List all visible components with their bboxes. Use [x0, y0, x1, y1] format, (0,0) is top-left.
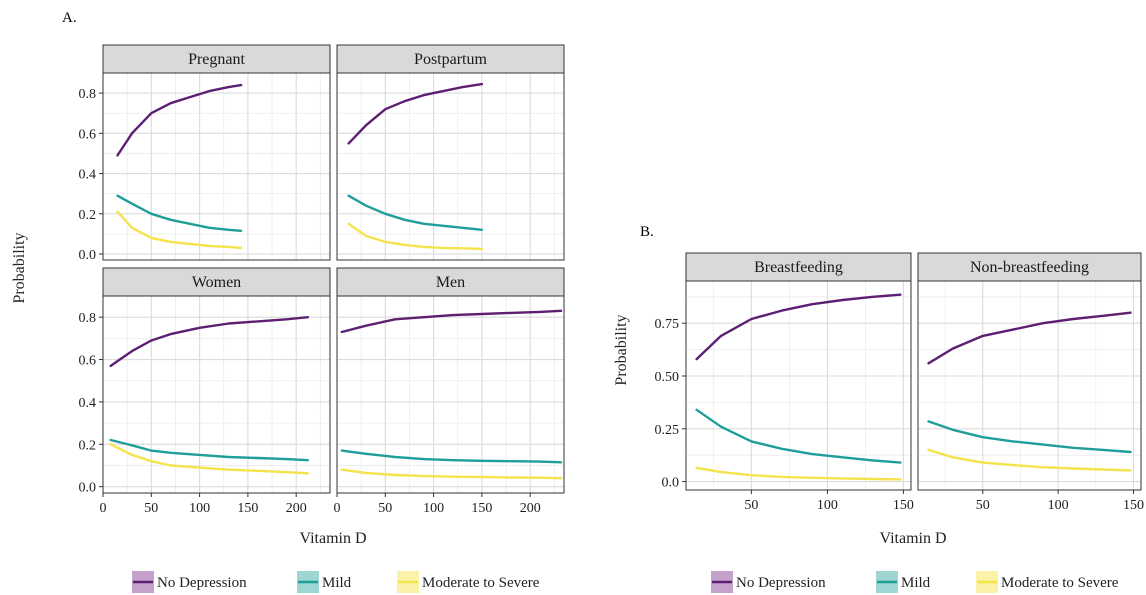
y-tick-label: 0.6 — [79, 354, 97, 369]
facet-breastfeeding: Breastfeeding 0.0 0.25 0.50 0.75 50 100 150 — [655, 252, 914, 513]
panel-border — [336, 72, 565, 261]
y-tick-label: 0.8 — [79, 311, 97, 326]
x-tick-label: 200 — [520, 501, 541, 516]
series-line-no-depression — [116, 83, 243, 157]
series-line-mild — [116, 194, 243, 232]
series-line-no-depression — [927, 311, 1132, 365]
legend-a: No Depression Mild Moderate to Severe — [132, 571, 540, 593]
panel-border — [917, 280, 1142, 491]
x-tick-label: 50 — [378, 501, 392, 516]
y-tick-label: 0.4 — [79, 168, 97, 183]
facet-non-breastfeeding: Non-breastfeeding 50 100 150 — [917, 252, 1144, 513]
legend-label: Moderate to Severe — [1001, 575, 1119, 591]
series-line-moderate-to-severe — [695, 466, 902, 481]
y-axis-title: Probability — [11, 232, 28, 303]
y-tick-label: 0.25 — [655, 423, 680, 438]
legend-label: No Depression — [157, 575, 247, 591]
x-tick-label: 150 — [1123, 498, 1144, 513]
panel-border — [102, 295, 331, 494]
facet-postpartum: Postpartum — [336, 44, 565, 261]
facet-strip — [336, 267, 565, 297]
panel-b-label: B. — [640, 224, 654, 240]
x-axis-title: Vitamin D — [879, 530, 946, 547]
series-line-mild — [695, 408, 902, 464]
legends: No Depression Mild Moderate to Severe No De… — [132, 571, 1119, 593]
legend-label: No Depression — [736, 575, 826, 591]
x-tick-label: 50 — [744, 498, 758, 513]
plot-area: Pregnant 0.0 0.2 0.4 0.6 0.8 Postpartum Women 0.… — [11, 44, 1144, 547]
legend-item-mild: Mild — [876, 571, 931, 593]
y-tick-label: 0.6 — [79, 127, 97, 142]
facet-women: Women 0.0 0.2 0.4 0.6 0.8 0 50 100 150 200 — [79, 267, 331, 516]
legend-b: No Depression Mild Moderate to Severe — [711, 571, 1119, 593]
x-tick-label: 100 — [1048, 498, 1069, 513]
x-tick-label: 200 — [286, 501, 307, 516]
x-tick-label: 100 — [817, 498, 838, 513]
legend-item-mild: Mild — [297, 571, 352, 593]
facet-strip — [336, 44, 565, 74]
y-tick-label: 0.0 — [662, 476, 680, 491]
x-tick-label: 100 — [189, 501, 210, 516]
y-tick-label: 0.2 — [79, 438, 97, 453]
x-tick-label: 50 — [144, 501, 158, 516]
series-line-moderate-to-severe — [116, 210, 243, 250]
series-line-mild — [340, 449, 563, 464]
x-tick-label: 100 — [423, 501, 444, 516]
legend-label: Mild — [901, 575, 931, 591]
facet-strip-label: Men — [436, 274, 465, 291]
panel-background — [686, 281, 911, 490]
panel-border — [102, 72, 331, 261]
x-tick-label: 50 — [976, 498, 990, 513]
y-axis-title: Probability — [613, 314, 630, 385]
x-tick-label: 0 — [100, 501, 107, 516]
facet-strip — [102, 267, 331, 297]
panel-border — [336, 295, 565, 494]
y-tick-label: 0.8 — [79, 87, 97, 102]
facet-strip-label: Breastfeeding — [754, 259, 843, 276]
series-line-no-depression — [109, 316, 309, 368]
panel-a-label: A. — [62, 10, 77, 26]
facet-men: Men 0 50 100 150 200 — [334, 267, 565, 516]
panel-background — [337, 73, 564, 260]
y-tick-label: 0.75 — [655, 317, 680, 332]
facet-strip — [917, 252, 1142, 282]
y-tick-label: 0.4 — [79, 396, 97, 411]
legend-item-moderate-to-severe: Moderate to Severe — [976, 571, 1119, 593]
series-line-mild — [927, 420, 1132, 454]
series-line-moderate-to-severe — [340, 468, 563, 480]
legend-item-no-depression: No Depression — [132, 571, 247, 593]
y-tick-label: 0.50 — [655, 370, 680, 385]
facet-strip-label: Postpartum — [414, 51, 487, 68]
facet-strip — [102, 44, 331, 74]
facet-pregnant: Pregnant 0.0 0.2 0.4 0.6 0.8 — [79, 44, 331, 263]
y-tick-label: 0.0 — [79, 481, 97, 496]
chart-a: Pregnant 0.0 0.2 0.4 0.6 0.8 Postpartum Women 0.… — [11, 44, 565, 547]
series-line-no-depression — [340, 309, 563, 334]
panel-border — [685, 280, 912, 491]
series-line-moderate-to-severe — [927, 448, 1132, 472]
legend-label: Mild — [322, 575, 352, 591]
series-line-no-depression — [347, 82, 484, 145]
panel-background — [918, 281, 1141, 490]
x-axis-title: Vitamin D — [299, 530, 366, 547]
series-line-no-depression — [695, 293, 902, 361]
legend-label: Moderate to Severe — [422, 575, 540, 591]
series-line-mild — [347, 194, 484, 231]
facet-strip-label: Women — [192, 274, 241, 291]
x-tick-label: 150 — [893, 498, 914, 513]
series-line-moderate-to-severe — [347, 222, 484, 251]
y-tick-label: 0.0 — [79, 248, 97, 263]
series-line-mild — [109, 438, 309, 462]
series-line-moderate-to-severe — [109, 443, 309, 475]
x-tick-label: 150 — [471, 501, 492, 516]
y-tick-label: 0.2 — [79, 208, 97, 223]
x-tick-label: 0 — [334, 501, 341, 516]
legend-item-moderate-to-severe: Moderate to Severe — [397, 571, 540, 593]
x-tick-label: 150 — [237, 501, 258, 516]
facet-strip-label: Non-breastfeeding — [970, 259, 1089, 276]
facet-strip-label: Pregnant — [188, 51, 245, 68]
legend-item-no-depression: No Depression — [711, 571, 826, 593]
